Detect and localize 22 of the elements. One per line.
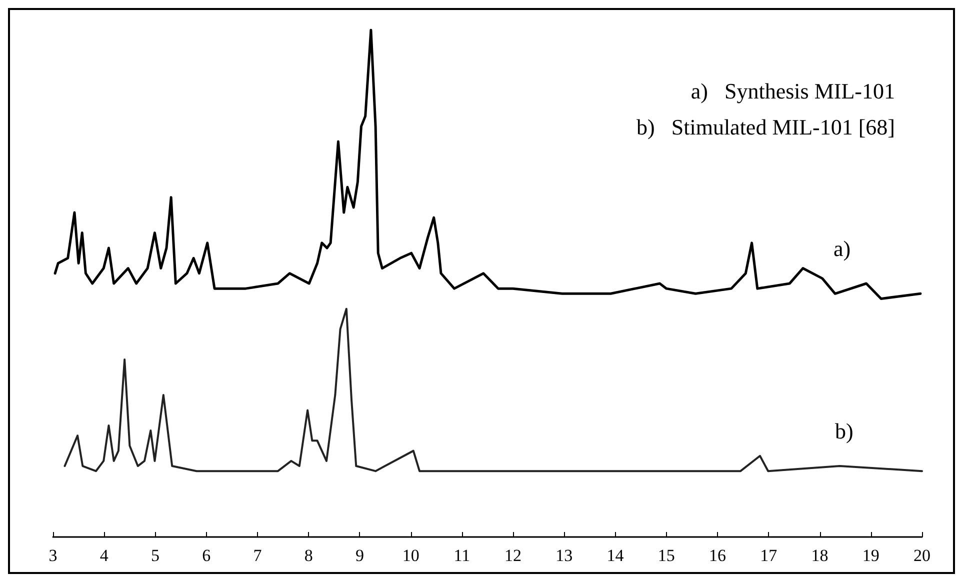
- x-tick-label: 3: [48, 546, 58, 565]
- annotation: a) Synthesis MIL-101: [690, 78, 896, 104]
- series-label: b): [835, 418, 854, 444]
- x-tick-label: 15: [658, 546, 675, 565]
- x-tick-label: 14: [606, 546, 624, 565]
- x-tick-label: 11: [454, 546, 470, 565]
- x-tick-label: 6: [202, 546, 211, 565]
- x-tick-label: 7: [253, 546, 262, 565]
- x-tick-label: 19: [862, 546, 880, 565]
- x-tick-label: 9: [355, 546, 364, 565]
- x-tick-label: 18: [811, 546, 828, 565]
- series-label: a): [833, 236, 851, 262]
- x-tick-label: 5: [150, 546, 160, 565]
- x-tick-label: 10: [402, 546, 420, 565]
- x-tick-label: 17: [760, 546, 778, 565]
- annotation: b) Stimulated MIL-101 [68]: [636, 114, 896, 140]
- x-tick-label: 20: [914, 546, 930, 565]
- x-tick-label: 8: [304, 546, 313, 565]
- x-tick-label: 16: [709, 546, 726, 565]
- x-tick-label: 13: [556, 546, 573, 565]
- x-tick-label: 4: [100, 546, 109, 565]
- x-tick-label: 12: [504, 546, 522, 565]
